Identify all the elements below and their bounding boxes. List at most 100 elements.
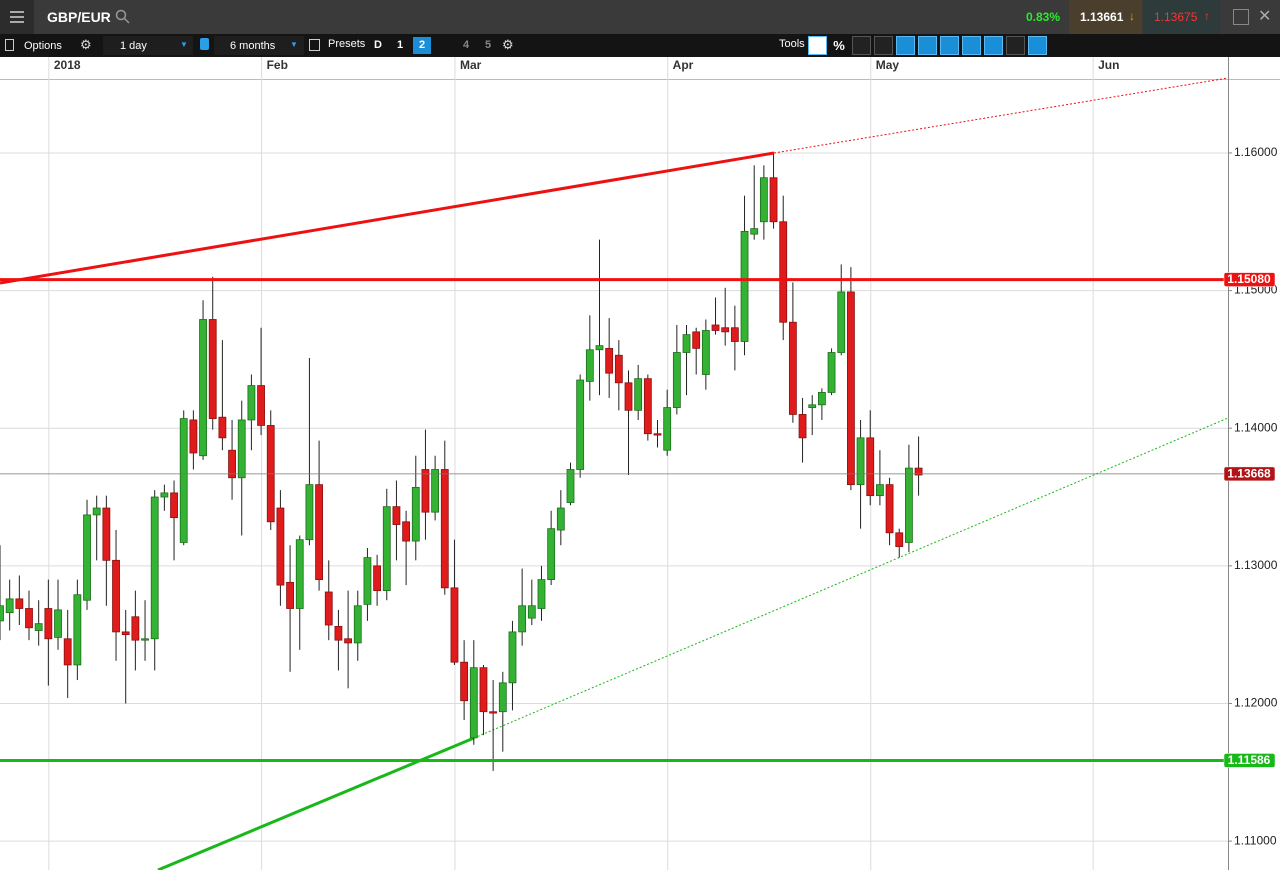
trend-line[interactable] bbox=[157, 736, 475, 870]
lock-icon[interactable] bbox=[200, 38, 209, 50]
candle-body bbox=[160, 492, 169, 498]
x-tick-label: May bbox=[876, 58, 900, 72]
candle-body bbox=[257, 385, 265, 426]
tool-button[interactable] bbox=[1028, 36, 1047, 55]
candle-body bbox=[905, 467, 913, 543]
tool-button[interactable] bbox=[918, 36, 937, 55]
candle-body bbox=[54, 609, 62, 638]
candle-body bbox=[83, 514, 91, 601]
candle-body bbox=[489, 711, 498, 714]
candle-body bbox=[779, 221, 788, 323]
candle-body bbox=[672, 352, 681, 408]
candle-body bbox=[276, 507, 285, 586]
menu-button[interactable] bbox=[0, 0, 34, 34]
tool-button[interactable] bbox=[896, 36, 915, 55]
candle-body bbox=[392, 506, 401, 525]
options-button[interactable]: Options bbox=[24, 40, 62, 52]
tool-button[interactable]: % bbox=[833, 38, 845, 53]
settings-icon[interactable]: ⚙ bbox=[80, 37, 92, 52]
tool-button[interactable] bbox=[962, 36, 981, 55]
settings-icon[interactable]: ⚙ bbox=[502, 37, 514, 52]
price-tag-label: 1.11586 bbox=[1228, 753, 1271, 767]
y-tick-label: 1.11000 bbox=[1234, 833, 1277, 847]
ask-price: 1.13675 bbox=[1154, 10, 1198, 24]
y-tick-label: 1.14000 bbox=[1234, 420, 1278, 434]
tool-button[interactable] bbox=[940, 36, 959, 55]
candle-body bbox=[286, 581, 294, 609]
candle-body bbox=[701, 330, 710, 375]
candle-body bbox=[817, 392, 826, 406]
candle-body bbox=[344, 638, 352, 644]
preset-button[interactable]: 4 bbox=[462, 39, 470, 51]
candle-body bbox=[585, 349, 594, 382]
candle-body bbox=[92, 507, 101, 516]
candle-body bbox=[856, 437, 865, 486]
interval-select[interactable]: 1 day ▼ bbox=[103, 36, 193, 55]
dropdown-arrow: ▼ bbox=[180, 40, 188, 49]
candle-body bbox=[750, 228, 759, 235]
candle-body bbox=[237, 419, 246, 479]
candle-body bbox=[721, 327, 730, 333]
preset-button[interactable]: 2 bbox=[413, 37, 431, 54]
candle-body bbox=[846, 291, 855, 486]
candle-body bbox=[25, 608, 33, 629]
levels: 1.15080 1.11586 1.13668 bbox=[0, 272, 1276, 768]
tool-button[interactable] bbox=[808, 36, 827, 55]
candle-body bbox=[895, 532, 904, 547]
x-tick-label: Feb bbox=[267, 58, 288, 72]
candle-body bbox=[614, 354, 623, 384]
candle-body bbox=[827, 352, 836, 393]
candle-body bbox=[150, 496, 159, 640]
price-tag bbox=[1223, 466, 1276, 482]
symbol[interactable]: GBP/EUR bbox=[47, 9, 111, 25]
candle-body bbox=[73, 594, 82, 666]
preset-button[interactable]: D bbox=[374, 39, 382, 51]
candle-body bbox=[643, 378, 652, 435]
candle-body bbox=[228, 449, 236, 479]
search-icon[interactable] bbox=[115, 9, 131, 25]
candle-body bbox=[576, 379, 585, 470]
candle-body bbox=[769, 177, 778, 223]
date-axis bbox=[0, 57, 1280, 79]
tool-button[interactable] bbox=[984, 36, 1003, 55]
candle-body bbox=[634, 378, 643, 411]
detach-button[interactable] bbox=[1233, 9, 1249, 25]
tool-button[interactable] bbox=[874, 36, 893, 55]
candle-body bbox=[34, 623, 43, 631]
bid-box[interactable]: 1.13661 ↓ bbox=[1069, 0, 1142, 34]
x-tick-label: Jun bbox=[1098, 58, 1119, 72]
candle-body bbox=[798, 414, 807, 439]
candle-body bbox=[440, 469, 449, 589]
trend-line-extension bbox=[473, 417, 1229, 739]
change: 0.83% bbox=[1026, 10, 1061, 24]
dropdown-arrow: ▼ bbox=[290, 40, 298, 49]
tool-button[interactable] bbox=[1006, 36, 1025, 55]
candle-body bbox=[518, 605, 527, 633]
preset-button[interactable]: 5 bbox=[484, 39, 492, 51]
candle-body bbox=[305, 484, 314, 541]
tool-button[interactable] bbox=[852, 36, 871, 55]
candle-body bbox=[547, 528, 556, 580]
candle-body bbox=[566, 469, 575, 503]
trend-line[interactable] bbox=[0, 151, 775, 285]
calendar-icon[interactable] bbox=[309, 39, 320, 51]
candle-body bbox=[479, 667, 488, 713]
preset-button[interactable]: 1 bbox=[396, 39, 404, 51]
y-tick-label: 1.12000 bbox=[1234, 696, 1278, 710]
candle-body bbox=[0, 605, 4, 622]
candle-body bbox=[469, 667, 478, 739]
candle-body bbox=[653, 433, 662, 436]
candle-body bbox=[121, 631, 130, 636]
candle-body bbox=[179, 418, 188, 543]
toolbar: Options ⚙ 1 day ▼ 6 months ▼ Presets D 1… bbox=[0, 34, 1280, 57]
candle-body bbox=[170, 492, 178, 519]
range-select[interactable]: 6 months ▼ bbox=[214, 36, 304, 55]
candle-body bbox=[382, 506, 391, 592]
candle-body bbox=[353, 605, 362, 644]
close-button[interactable]: ✕ bbox=[1258, 8, 1272, 25]
candle-body bbox=[421, 469, 430, 513]
price-tag bbox=[1223, 753, 1276, 768]
ask-box[interactable]: 1.13675 ↑ bbox=[1143, 0, 1220, 34]
candle-body bbox=[141, 638, 149, 641]
y-tick-label: 1.16000 bbox=[1234, 145, 1278, 159]
